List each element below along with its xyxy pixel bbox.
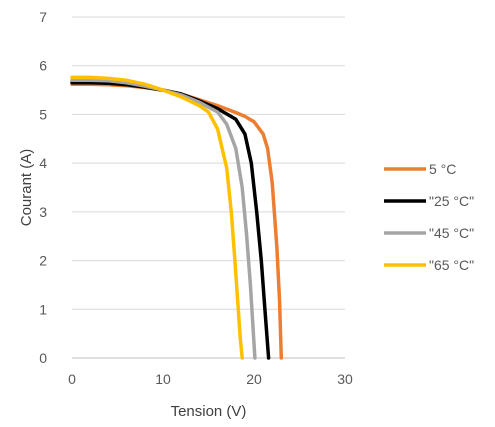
x-tick-label: 0 (68, 371, 76, 387)
y-tick-label: 7 (39, 9, 47, 25)
y-tick-label: 6 (39, 58, 47, 74)
y-axis-title: Courant (A) (18, 149, 35, 227)
x-tick-label: 30 (337, 371, 353, 387)
series-line-1 (70, 82, 284, 360)
y-tick-label: 0 (39, 350, 47, 366)
legend-label-3: "45 °C" (429, 225, 474, 241)
series-line-3 (70, 78, 257, 360)
y-tick-label: 2 (39, 253, 47, 269)
series-line-2 (70, 81, 271, 360)
x-tick-label: 20 (246, 371, 262, 387)
x-axis-title: Tension (V) (171, 403, 247, 420)
x-tick-label: 10 (155, 371, 171, 387)
y-tick-label: 3 (39, 204, 47, 220)
legend-label-2: "25 °C" (429, 193, 474, 209)
y-tick-label: 1 (39, 301, 47, 317)
y-tick-label: 5 (39, 106, 47, 122)
legend-label-1: 5 °C (429, 161, 456, 177)
y-tick-label: 4 (39, 155, 47, 171)
legend-label-4: "65 °C" (429, 257, 474, 273)
series-line-4 (70, 75, 244, 360)
